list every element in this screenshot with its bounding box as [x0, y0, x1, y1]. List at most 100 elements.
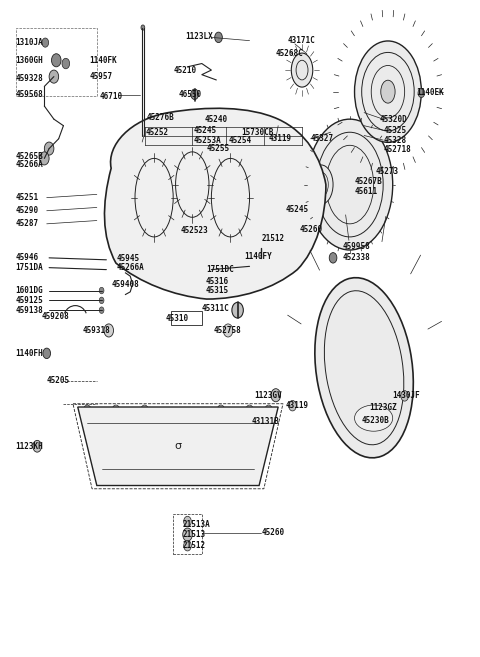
- Ellipse shape: [291, 53, 313, 87]
- Circle shape: [99, 287, 104, 294]
- Text: 1310JA: 1310JA: [16, 38, 44, 47]
- Ellipse shape: [309, 165, 333, 204]
- PathPatch shape: [105, 108, 326, 299]
- Text: 45957: 45957: [90, 72, 113, 81]
- Text: 459125: 459125: [16, 296, 44, 305]
- Circle shape: [246, 261, 253, 271]
- Text: 45230B: 45230B: [362, 416, 389, 424]
- Ellipse shape: [381, 80, 395, 103]
- Text: 43131B: 43131B: [252, 417, 280, 426]
- Text: 45260: 45260: [300, 225, 323, 233]
- Text: 45267B: 45267B: [355, 177, 382, 186]
- Text: 45266A: 45266A: [117, 263, 144, 272]
- Circle shape: [43, 348, 50, 359]
- Circle shape: [288, 401, 296, 411]
- Text: 21513: 21513: [183, 530, 206, 539]
- Text: 1751DA: 1751DA: [16, 263, 44, 272]
- Text: 43119: 43119: [269, 134, 292, 143]
- Text: 45276B: 45276B: [147, 114, 175, 122]
- Text: 45945: 45945: [117, 254, 140, 263]
- Circle shape: [104, 324, 114, 337]
- Circle shape: [158, 114, 164, 122]
- Circle shape: [183, 528, 192, 541]
- Circle shape: [99, 307, 104, 313]
- Text: 45316: 45316: [205, 277, 229, 286]
- Circle shape: [112, 405, 120, 415]
- Text: 15730CB: 15730CB: [241, 127, 273, 137]
- Text: 45315: 45315: [205, 286, 229, 295]
- Text: 45253A: 45253A: [193, 136, 221, 145]
- Text: 459958: 459958: [343, 242, 371, 251]
- Text: 1140FK: 1140FK: [90, 56, 118, 65]
- Text: 43119: 43119: [285, 401, 309, 410]
- Text: 45311C: 45311C: [202, 304, 229, 313]
- Circle shape: [39, 152, 49, 165]
- Circle shape: [271, 389, 281, 402]
- Text: 45245: 45245: [285, 205, 309, 214]
- Text: 1123LX: 1123LX: [185, 32, 213, 41]
- Circle shape: [253, 234, 261, 244]
- Text: 45273: 45273: [376, 167, 399, 176]
- Text: 45268C: 45268C: [276, 49, 303, 58]
- Text: 21513A: 21513A: [183, 520, 211, 530]
- Ellipse shape: [355, 405, 393, 431]
- Text: 43171C: 43171C: [288, 36, 315, 45]
- Circle shape: [84, 405, 91, 415]
- Circle shape: [141, 25, 145, 30]
- Text: 45290: 45290: [16, 206, 39, 215]
- Text: 46710: 46710: [99, 92, 122, 101]
- Circle shape: [261, 413, 272, 429]
- Text: 45287: 45287: [16, 219, 39, 229]
- Text: 452718: 452718: [383, 145, 411, 154]
- Text: 45210: 45210: [173, 66, 196, 75]
- Text: 45245: 45245: [193, 126, 216, 135]
- Ellipse shape: [307, 119, 393, 250]
- Bar: [171, 311, 202, 325]
- Circle shape: [42, 38, 48, 47]
- Text: 45254: 45254: [228, 136, 251, 145]
- Circle shape: [132, 263, 138, 272]
- Circle shape: [265, 405, 273, 415]
- Text: 1360GH: 1360GH: [16, 56, 44, 65]
- Circle shape: [49, 70, 59, 83]
- Text: 1430JF: 1430JF: [393, 392, 420, 400]
- Circle shape: [246, 405, 253, 415]
- Circle shape: [184, 516, 192, 527]
- Text: 46550: 46550: [179, 91, 202, 99]
- Circle shape: [44, 142, 54, 155]
- Circle shape: [329, 252, 337, 263]
- Text: 452523: 452523: [180, 226, 208, 235]
- Text: 45611: 45611: [355, 187, 378, 196]
- Text: 45260: 45260: [262, 528, 285, 537]
- Text: 459328: 459328: [16, 74, 44, 83]
- Text: 45327: 45327: [311, 134, 334, 143]
- Circle shape: [99, 297, 104, 304]
- Text: 452758: 452758: [214, 326, 241, 335]
- Circle shape: [217, 405, 225, 415]
- Circle shape: [258, 248, 265, 258]
- Circle shape: [51, 54, 61, 67]
- Text: 452338: 452338: [343, 254, 371, 262]
- Circle shape: [215, 32, 222, 43]
- Circle shape: [401, 391, 408, 401]
- Circle shape: [232, 302, 243, 318]
- Text: 45205: 45205: [47, 376, 70, 386]
- Text: 45255: 45255: [206, 144, 230, 153]
- Text: 1140FH: 1140FH: [16, 349, 44, 358]
- Circle shape: [193, 286, 201, 296]
- Ellipse shape: [149, 426, 206, 466]
- Text: 45310: 45310: [166, 313, 189, 323]
- Text: 1140FY: 1140FY: [244, 252, 272, 261]
- Text: 459408: 459408: [111, 279, 139, 288]
- Text: 459568: 459568: [16, 91, 44, 99]
- Text: 1751DC: 1751DC: [206, 265, 234, 274]
- Bar: [173, 514, 202, 555]
- Text: 45265B: 45265B: [16, 152, 44, 161]
- Circle shape: [223, 324, 233, 337]
- Circle shape: [184, 541, 192, 551]
- Text: 45325: 45325: [383, 125, 406, 135]
- Text: 21512: 21512: [183, 541, 206, 550]
- Circle shape: [141, 405, 148, 415]
- Text: σ: σ: [174, 442, 181, 451]
- Text: 45320D: 45320D: [380, 115, 408, 124]
